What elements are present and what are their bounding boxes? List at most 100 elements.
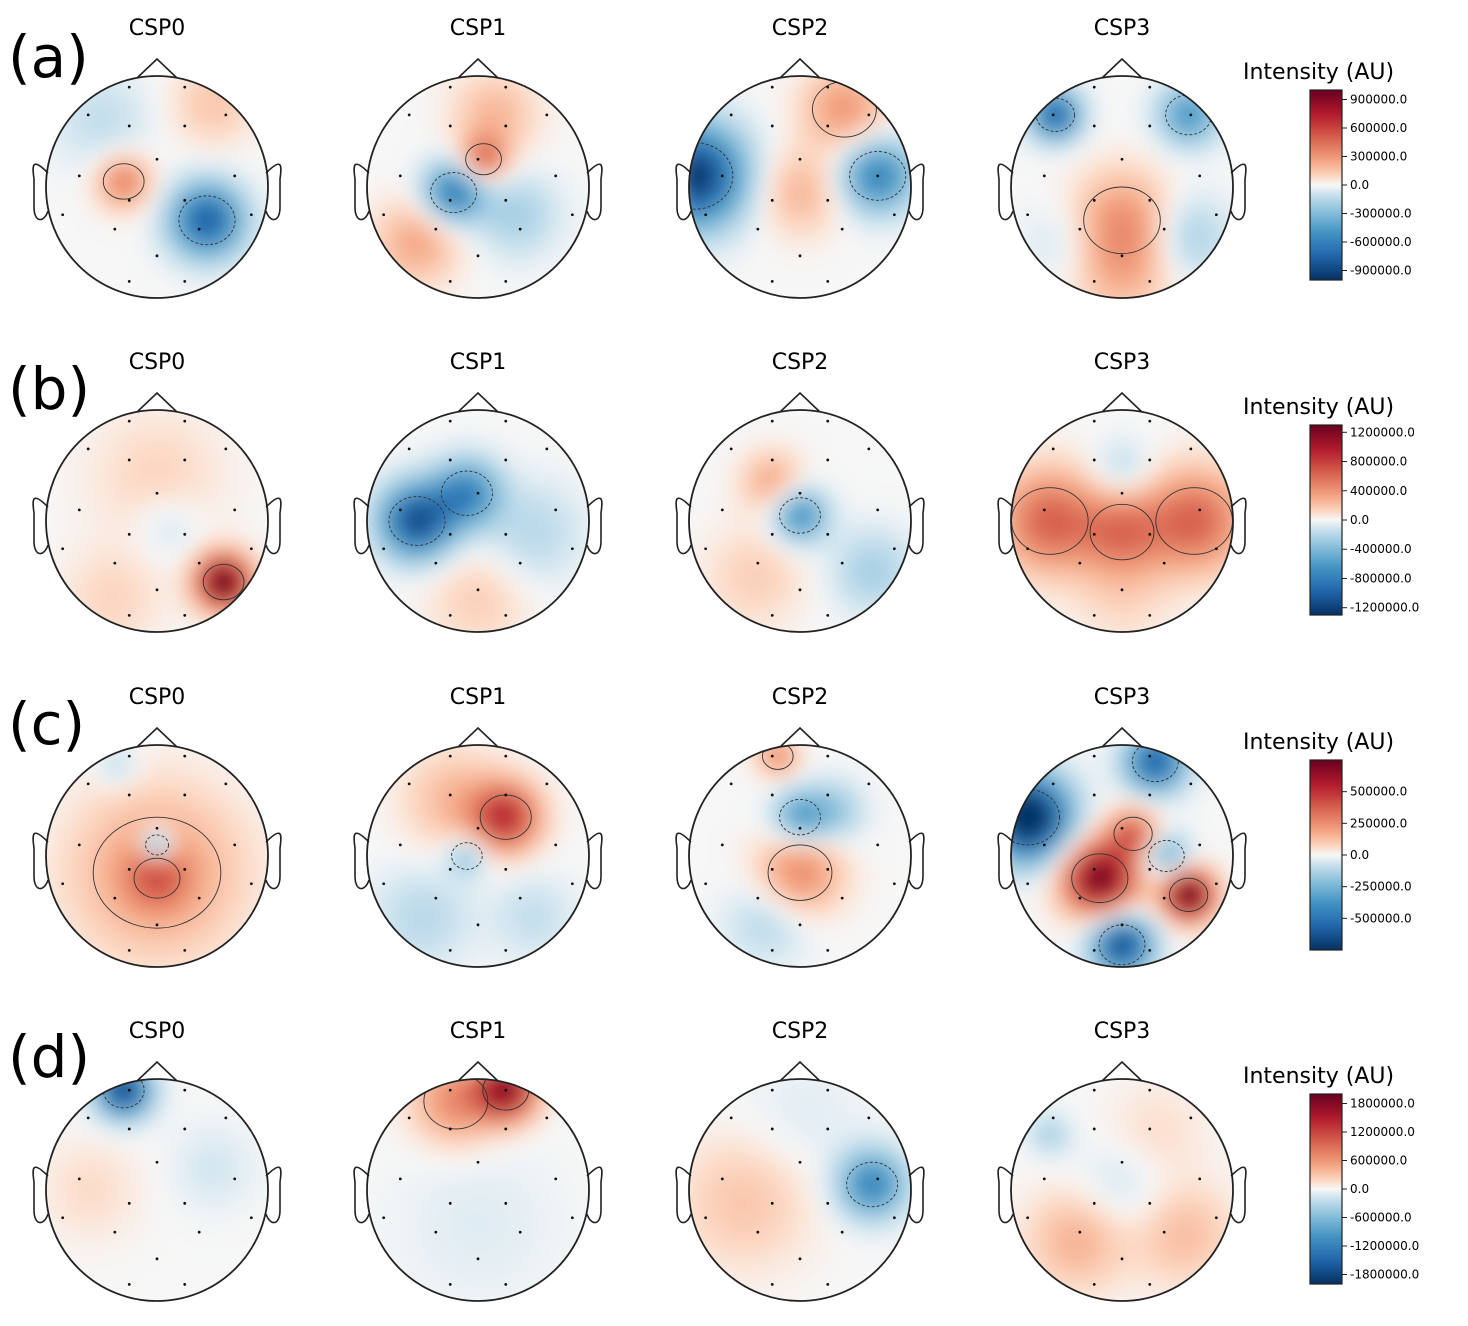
sensor-dot [1092, 948, 1096, 952]
sensor-dot [504, 124, 508, 128]
right-ear [908, 1166, 925, 1224]
topomap-field [689, 745, 911, 967]
sensor-dot [729, 113, 733, 117]
sensor-dot [155, 826, 159, 830]
head-outline [1010, 1078, 1234, 1302]
sensor-dot [1214, 1216, 1218, 1220]
left-ear [997, 1166, 1014, 1224]
sensor-dot [1214, 213, 1218, 217]
topomap-title: CSP1 [449, 685, 507, 710]
sensor-dot [504, 279, 508, 283]
sensor-dot [826, 1088, 830, 1092]
sensor-dot [770, 1127, 774, 1131]
sensor-dot [1092, 1282, 1096, 1286]
right-ear [265, 163, 282, 221]
topomap-title: CSP3 [1093, 1019, 1151, 1044]
sensor-dot [892, 213, 896, 217]
sensor-dot [113, 227, 117, 231]
sensor-dot [704, 547, 708, 551]
sensor-dot [448, 1201, 452, 1205]
panel-label: (d) [8, 1023, 91, 1091]
sensor-dot [448, 279, 452, 283]
left-ear [675, 1166, 692, 1224]
sensor-dot [61, 213, 65, 217]
sensor-dot [826, 1127, 830, 1131]
sensor-dot [826, 85, 830, 89]
head-outline [45, 409, 269, 633]
sensor-dot [249, 547, 253, 551]
contour-line [102, 1079, 145, 1109]
head-outline [366, 744, 590, 968]
sensor-dot [720, 174, 724, 178]
left-ear [997, 497, 1014, 555]
sensor-dot [127, 613, 131, 617]
sensor-dot [476, 491, 480, 495]
sensor-dot [249, 882, 253, 886]
sensor-dot [448, 1088, 452, 1092]
sensor-dot [476, 1257, 480, 1261]
sensor-dot [518, 1230, 522, 1234]
colorbar-gradient [1309, 424, 1343, 616]
sensor-dot [155, 588, 159, 592]
sensor-dot [1092, 793, 1096, 797]
topomap-field [1011, 76, 1233, 298]
sensor-dot [1148, 124, 1152, 128]
sensor-dot [448, 613, 452, 617]
colorbar-gradient [1309, 89, 1343, 281]
sensor-dot [1120, 826, 1124, 830]
right-ear [586, 497, 603, 555]
sensor-dot [1148, 948, 1152, 952]
right-ear [586, 832, 603, 890]
topomap-csp2 [675, 726, 925, 968]
colorbar-gradient [1309, 1093, 1343, 1285]
topomap-field [689, 76, 911, 298]
colorbar-tick-label: 800000.0 [1350, 455, 1407, 469]
colorbar-tick-label: -600000.0 [1350, 1211, 1412, 1225]
sensor-dot [61, 882, 65, 886]
sensor-dot [892, 1216, 896, 1220]
colorbar-tick-label: 0.0 [1350, 848, 1369, 862]
topomap-field [46, 745, 268, 967]
sensor-dot [183, 867, 187, 871]
sensor-dot [840, 1230, 844, 1234]
sensor-dot [1198, 508, 1202, 512]
sensor-dot [448, 458, 452, 462]
head-outline [45, 75, 269, 299]
colorbar-tick-label: -400000.0 [1350, 542, 1412, 556]
colorbar: 1800000.0 1200000.0 600000.0 0.0 -600000.0 -1… [1309, 1093, 1419, 1285]
nose [136, 726, 178, 748]
nose [1101, 391, 1143, 413]
sensor-dot [1148, 793, 1152, 797]
topomap-csp0 [32, 57, 282, 299]
sensor-dot [398, 1177, 402, 1181]
sensor-dot [876, 508, 880, 512]
sensor-dot [504, 793, 508, 797]
contour-line [92, 816, 222, 929]
panel-row-2: 500000.0 250000.0 0.0 -250000.0 -500000.0 [32, 726, 1412, 968]
colorbar-tick-label: 400000.0 [1350, 484, 1407, 498]
sensor-dot [61, 547, 65, 551]
sensor-dot [127, 532, 131, 536]
colorbar: 1200000.0 800000.0 400000.0 0.0 -400000.0 -80… [1309, 424, 1419, 616]
sensor-dot [233, 1177, 237, 1181]
contour-line [430, 172, 478, 213]
topomap-title: CSP2 [771, 350, 829, 375]
topomap-csp0 [32, 1060, 282, 1302]
sensor-dot [1078, 561, 1082, 565]
colorbar-tick-label: -600000.0 [1350, 235, 1412, 249]
sensor-dot [504, 867, 508, 871]
sensor-dot [770, 458, 774, 462]
topomap-title: CSP0 [128, 350, 186, 375]
topomap-field [46, 1079, 268, 1301]
left-ear [675, 163, 692, 221]
colorbar-gradient [1309, 759, 1343, 951]
topomap-field [1011, 410, 1233, 632]
sensor-dot [1092, 124, 1096, 128]
sensor-dot [113, 896, 117, 900]
colorbar-tick-label: 1800000.0 [1350, 1097, 1415, 1111]
sensor-dot [1092, 532, 1096, 536]
sensor-dot [1092, 1201, 1096, 1205]
sensor-dot [448, 948, 452, 952]
sensor-dot [1162, 1230, 1166, 1234]
nose [136, 1060, 178, 1082]
